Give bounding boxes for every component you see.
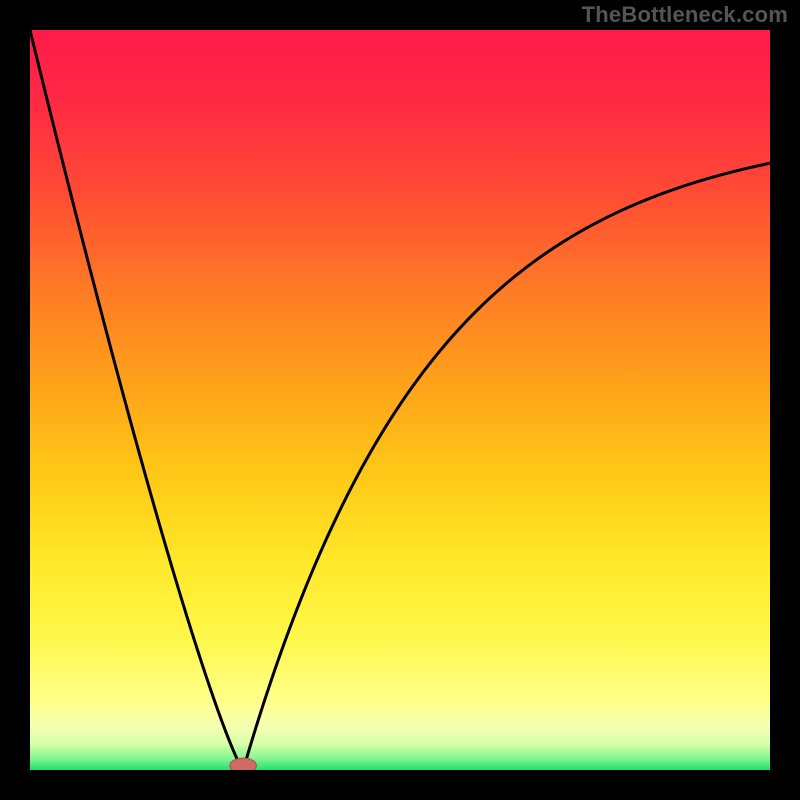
chart-frame: TheBottleneck.com bbox=[0, 0, 800, 800]
bottleneck-chart bbox=[30, 30, 770, 770]
optimal-marker bbox=[230, 758, 257, 770]
chart-background bbox=[30, 30, 770, 770]
attribution-text: TheBottleneck.com bbox=[582, 2, 788, 28]
